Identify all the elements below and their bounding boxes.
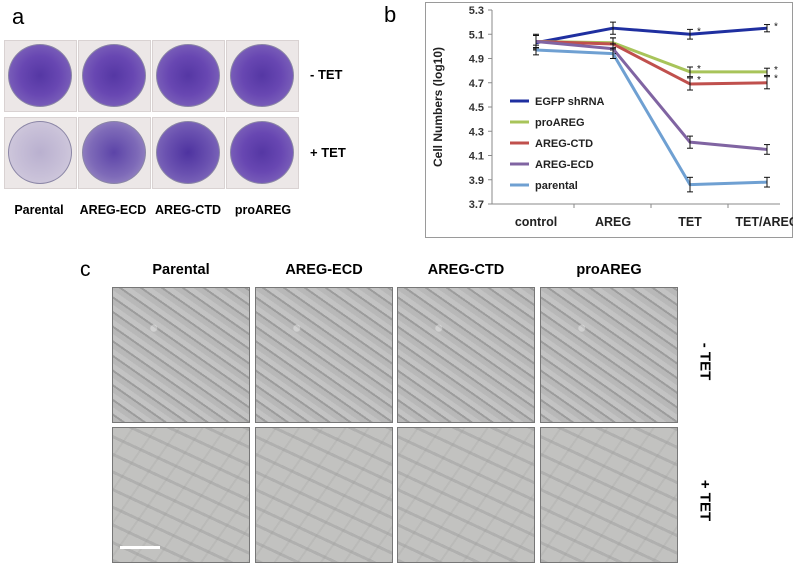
legend-label-0: EGFP shRNA bbox=[535, 96, 605, 108]
series-line-3 bbox=[535, 40, 768, 151]
significance-star: * bbox=[774, 22, 778, 33]
panel-c-col-label-proareg: proAREG bbox=[576, 262, 642, 278]
micrograph-areg-ecd-plus-tet bbox=[255, 427, 393, 563]
micrograph-proareg-plus-tet bbox=[540, 427, 678, 563]
series-line-0 bbox=[535, 26, 768, 45]
y-tick-label: 5.3 bbox=[469, 5, 484, 17]
series-line-2 bbox=[535, 40, 768, 86]
dish-icon bbox=[82, 44, 146, 107]
plate-proareg-plus-tet bbox=[226, 117, 299, 189]
y-tick-label: 4.5 bbox=[469, 102, 484, 114]
x-tick-label: TET/AREG bbox=[735, 215, 793, 229]
panel-c-row-label-minus-tet: - TET bbox=[696, 342, 714, 381]
plate-areg-ctd-minus-tet bbox=[152, 40, 225, 112]
significance-star: * bbox=[774, 65, 778, 76]
significance-star: * bbox=[697, 26, 701, 37]
panel-a-col-label-areg-ctd: AREG-CTD bbox=[155, 203, 221, 217]
scale-bar bbox=[120, 546, 160, 549]
plate-proareg-minus-tet bbox=[226, 40, 299, 112]
micrograph-parental-plus-tet bbox=[112, 427, 250, 563]
panel-a-row-label-plus-tet: + TET bbox=[310, 145, 346, 160]
y-axis-label: Cell Numbers (log10) bbox=[431, 47, 445, 167]
panel-a-col-label-areg-ecd: AREG-ECD bbox=[79, 203, 147, 217]
dish-icon bbox=[82, 121, 146, 184]
panel-b-chart: 5.3 5.1 4.9 4.7 4.5 4.3 4.1 3.9 3.7 control AREG TE… bbox=[431, 5, 793, 229]
y-tick-label: 4.3 bbox=[469, 126, 484, 138]
panel-a-col-label-parental: Parental bbox=[14, 203, 64, 217]
panel-c-letter: c bbox=[80, 258, 91, 281]
panel-c-row-label-plus-tet: + TET bbox=[696, 479, 714, 522]
plate-areg-ecd-plus-tet bbox=[78, 117, 151, 189]
panel-b-chart-frame bbox=[425, 2, 793, 238]
dish-icon bbox=[230, 121, 294, 184]
panel-a-col-label-proareg: proAREG bbox=[234, 203, 292, 217]
panel-a-row-label-minus-tet: - TET bbox=[310, 67, 343, 82]
plate-parental-plus-tet bbox=[4, 117, 77, 189]
significance-star: * bbox=[774, 74, 778, 85]
y-tick-label: 3.7 bbox=[469, 199, 484, 211]
series-line-4 bbox=[535, 48, 768, 187]
plate-areg-ecd-minus-tet bbox=[78, 40, 151, 112]
y-tick-label: 4.9 bbox=[469, 54, 484, 66]
y-tick-label: 3.9 bbox=[469, 175, 484, 187]
dish-icon bbox=[8, 121, 72, 184]
plate-areg-ctd-plus-tet bbox=[152, 117, 225, 189]
y-tick-label: 5.1 bbox=[469, 29, 484, 41]
legend-label-3: AREG-ECD bbox=[535, 159, 594, 171]
legend-label-2: AREG-CTD bbox=[535, 138, 593, 150]
significance-star: * bbox=[697, 75, 701, 86]
dish-icon bbox=[230, 44, 294, 107]
dish-icon bbox=[8, 44, 72, 107]
panel-b-letter: b bbox=[384, 2, 397, 27]
panel-a-letter: a bbox=[12, 4, 25, 29]
legend-label-1: proAREG bbox=[535, 117, 585, 129]
y-tick-label: 4.1 bbox=[469, 151, 484, 163]
micrograph-proareg-minus-tet bbox=[540, 287, 678, 423]
significance-star: * bbox=[697, 64, 701, 75]
x-tick-label: control bbox=[515, 215, 557, 229]
x-tick-label: TET bbox=[678, 215, 702, 229]
dish-icon bbox=[156, 121, 220, 184]
dish-icon bbox=[156, 44, 220, 107]
x-tick-label: AREG bbox=[595, 215, 631, 229]
plate-parental-minus-tet bbox=[4, 40, 77, 112]
panel-c-col-label-parental: Parental bbox=[152, 262, 210, 278]
micrograph-areg-ctd-minus-tet bbox=[397, 287, 535, 423]
micrograph-parental-minus-tet bbox=[112, 287, 250, 423]
micrograph-areg-ecd-minus-tet bbox=[255, 287, 393, 423]
panel-c-col-label-areg-ctd: AREG-CTD bbox=[427, 262, 505, 278]
legend-label-4: parental bbox=[535, 180, 578, 192]
panel-c-col-label-areg-ecd: AREG-ECD bbox=[285, 262, 363, 278]
micrograph-areg-ctd-plus-tet bbox=[397, 427, 535, 563]
y-tick-label: 4.7 bbox=[469, 78, 484, 90]
